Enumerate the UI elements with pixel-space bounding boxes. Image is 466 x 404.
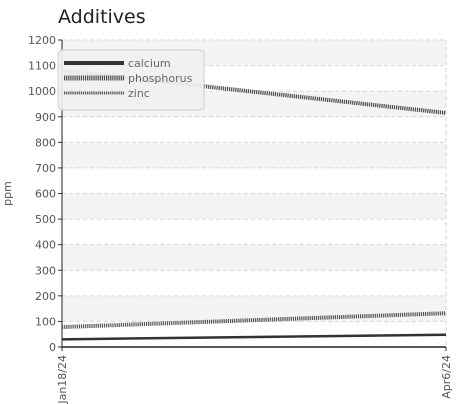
x-tick-label: Jan18/24 — [56, 355, 69, 404]
series-line-phosphorus — [61, 68, 447, 115]
y-tick-label: 800 — [35, 136, 56, 149]
chart-title: Additives — [58, 6, 146, 28]
y-tick-label: 1100 — [28, 60, 56, 73]
x-tick-label: Apr6/24 — [440, 355, 453, 399]
legend-label-zinc: zinc — [128, 87, 150, 100]
y-tick-label: 300 — [35, 264, 56, 277]
series-line-calcium — [61, 333, 447, 341]
grid-band — [62, 244, 446, 271]
grid-band — [62, 193, 446, 220]
y-tick-label: 700 — [35, 162, 56, 175]
y-tick-label: 0 — [49, 341, 56, 354]
series-line-zinc — [61, 311, 447, 330]
legend-label-phosphorus: phosphorus — [128, 72, 193, 85]
grid-band — [62, 295, 446, 322]
y-tick-label: 1000 — [28, 85, 56, 98]
grid-band — [62, 142, 446, 168]
y-tick-label: 200 — [35, 290, 56, 303]
y-tick-label: 600 — [35, 188, 56, 201]
y-axis-title: ppm — [1, 181, 14, 206]
y-tick-label: 1200 — [28, 34, 56, 47]
legend-label-calcium: calcium — [128, 57, 171, 70]
y-tick-label: 500 — [35, 213, 56, 226]
y-tick-label: 900 — [35, 111, 56, 124]
y-tick-label: 100 — [35, 315, 56, 328]
y-tick-label: 400 — [35, 239, 56, 252]
